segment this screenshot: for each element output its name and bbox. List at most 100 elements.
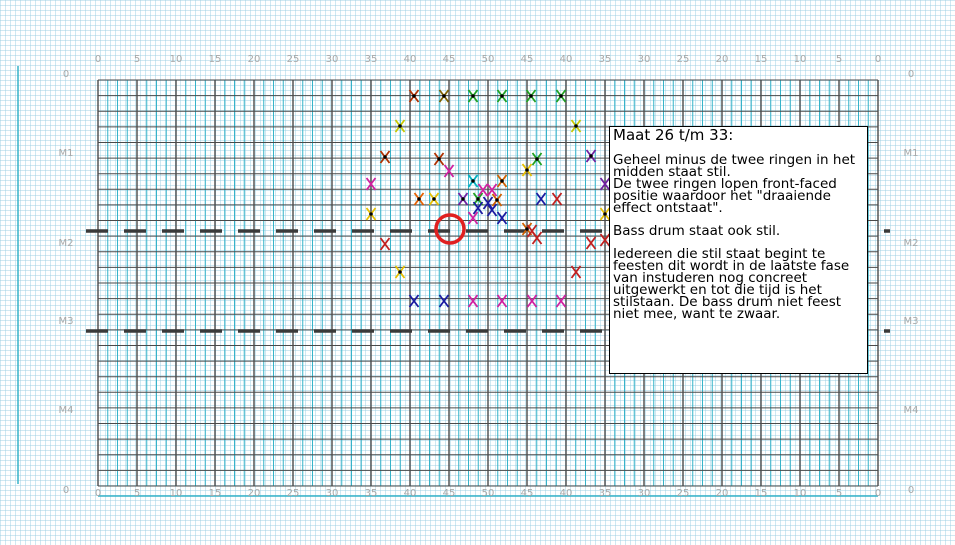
top-scale-label: 5 — [836, 54, 842, 65]
top-scale-label: 15 — [209, 54, 222, 65]
bottom-scale-label: 0 — [875, 488, 881, 499]
bottom-scale-label: 0 — [95, 488, 101, 499]
performer-marker — [496, 294, 508, 308]
performer-marker — [443, 164, 455, 178]
bottom-scale-label: 35 — [365, 488, 378, 499]
top-scale-label: 45 — [443, 54, 456, 65]
note-paragraph-3: Bass drum staat ook stil. — [613, 223, 781, 239]
bass-drum-highlight — [434, 213, 466, 245]
performer-marker — [496, 89, 508, 103]
left-measure-label: 0 — [63, 485, 69, 496]
performer-marker — [467, 89, 479, 103]
performer-marker — [496, 174, 508, 188]
top-scale-label: 0 — [95, 54, 101, 65]
top-scale-label: 35 — [365, 54, 378, 65]
performer-markers — [365, 89, 611, 308]
instruction-note: Maat 26 t/m 33: Geheel minus de twee rin… — [609, 126, 868, 374]
note-paragraph-4: Iedereen die stil staat begint te feeste… — [613, 246, 850, 322]
bottom-scale-label: 35 — [599, 488, 612, 499]
bottom-scale-label: 20 — [248, 488, 261, 499]
performer-marker — [535, 192, 547, 206]
top-scale-label: 35 — [599, 54, 612, 65]
performer-marker — [365, 177, 377, 191]
performer-marker — [365, 207, 377, 221]
performer-marker — [599, 177, 611, 191]
bottom-scale-label: 20 — [716, 488, 729, 499]
performer-marker — [438, 294, 450, 308]
top-scale-label: 0 — [875, 54, 881, 65]
top-scale-label: 25 — [677, 54, 690, 65]
bottom-scale-label: 25 — [287, 488, 300, 499]
performer-marker — [585, 149, 597, 163]
performer-marker — [467, 174, 479, 188]
performer-marker — [599, 233, 611, 247]
performer-marker — [599, 207, 611, 221]
performer-marker — [570, 119, 582, 133]
performer-marker — [394, 119, 406, 133]
performer-marker — [585, 236, 597, 250]
performer-marker — [486, 203, 498, 217]
bottom-scale-label: 30 — [638, 488, 651, 499]
left-measure-label: M4 — [59, 405, 74, 416]
performer-marker — [408, 294, 420, 308]
performer-marker — [482, 196, 494, 210]
bottom-scale-label: 45 — [443, 488, 456, 499]
performer-marker — [551, 192, 563, 206]
bottom-scale-label: 5 — [836, 488, 842, 499]
top-scale-label: 40 — [560, 54, 573, 65]
top-scale: 0 5 10 15 20 25 30 35 40 45 50 45 40 35 30 25 20 15 10 5 0 — [95, 54, 881, 65]
bottom-scale: 0 5 10 15 20 25 30 35 40 45 50 45 40 35 30 25 20 15 10 5 0 — [95, 488, 881, 499]
performer-marker — [570, 265, 582, 279]
performer-marker — [433, 152, 445, 166]
note-paragraph-1: Geheel minus de twee ringen in het midde… — [613, 152, 856, 180]
bottom-scale-label: 10 — [794, 488, 807, 499]
right-measure-label: 0 — [908, 485, 914, 496]
bottom-scale-label: 5 — [134, 488, 140, 499]
note-title: Maat 26 t/m 33: — [613, 126, 734, 144]
top-scale-label: 20 — [248, 54, 261, 65]
performer-marker — [408, 89, 420, 103]
performer-marker — [394, 265, 406, 279]
bottom-scale-label: 40 — [560, 488, 573, 499]
performer-marker — [467, 211, 479, 225]
bottom-scale-label: 25 — [677, 488, 690, 499]
top-scale-label: 25 — [287, 54, 300, 65]
top-scale-label: 10 — [794, 54, 807, 65]
performer-marker — [477, 183, 489, 197]
left-measure-label: M1 — [59, 148, 74, 159]
performer-marker — [428, 192, 440, 206]
performer-marker — [555, 294, 567, 308]
top-scale-label: 20 — [716, 54, 729, 65]
performer-marker — [521, 163, 533, 177]
performer-marker — [467, 294, 479, 308]
bottom-scale-label: 45 — [521, 488, 534, 499]
performer-marker — [472, 201, 484, 215]
performer-marker — [379, 237, 391, 251]
left-measure-label: M2 — [59, 238, 74, 249]
performer-marker — [379, 150, 391, 164]
performer-marker — [413, 192, 425, 206]
bottom-scale-label: 10 — [170, 488, 183, 499]
performer-marker — [491, 193, 503, 207]
left-measure-label: 0 — [63, 69, 69, 80]
performer-marker — [525, 89, 537, 103]
right-measure-label: M4 — [904, 405, 919, 416]
top-scale-label: 10 — [170, 54, 183, 65]
bottom-scale-label: 40 — [404, 488, 417, 499]
bottom-scale-label: 30 — [326, 488, 339, 499]
left-measure-labels: 0 M1 M2 M3 M4 0 — [59, 69, 74, 496]
note-paragraph-2: De twee ringen lopen front-faced positie… — [613, 176, 837, 216]
bottom-scale-label: 15 — [755, 488, 768, 499]
top-scale-label: 5 — [134, 54, 140, 65]
right-measure-label: M2 — [904, 238, 919, 249]
right-measure-label: M3 — [904, 316, 919, 327]
performer-marker — [526, 294, 538, 308]
performer-marker — [555, 89, 567, 103]
performer-marker — [496, 211, 508, 225]
right-measure-label: M1 — [904, 148, 919, 159]
performer-marker — [457, 192, 469, 206]
dashed-lines — [86, 229, 890, 333]
performer-marker — [438, 89, 450, 103]
top-scale-label: 40 — [404, 54, 417, 65]
